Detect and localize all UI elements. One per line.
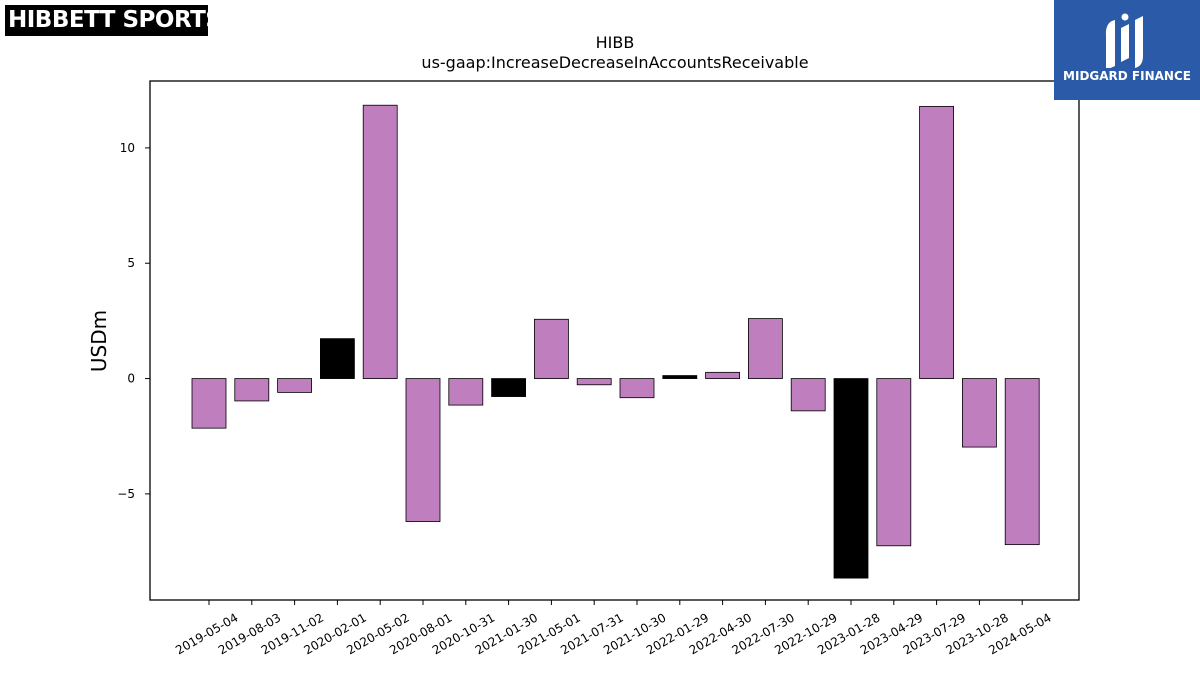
hibbett-sports-logo: HIBBETT SPORTS® — [5, 5, 208, 36]
bar-2019-05-04 — [191, 378, 227, 429]
bar-2020-05-02 — [362, 104, 398, 379]
hibbett-sports-logo-text: HIBBETT SPORTS — [8, 7, 208, 33]
chart-title: HIBB — [596, 33, 635, 52]
bar-2019-08-03 — [234, 378, 270, 402]
midgard-finance-logo-text: MIDGARD FINANCE — [1063, 69, 1191, 83]
bar-2022-01-29 — [662, 375, 698, 379]
bar-2020-08-01 — [405, 378, 441, 522]
y-tick-label: −5 — [117, 487, 135, 501]
y-ticks-group: −5 0 5 10 — [117, 141, 150, 501]
bar-2021-07-31 — [576, 378, 612, 386]
bar-2022-04-30 — [705, 371, 740, 379]
plot-frame — [149, 80, 1080, 601]
y-tick-label: 5 — [127, 256, 135, 270]
chart-subtitle: us-gaap:IncreaseDecreaseInAccountsReceiv… — [421, 53, 808, 72]
bar-2021-10-30 — [619, 378, 655, 399]
bar-2023-07-29 — [919, 105, 954, 379]
y-tick-label: 0 — [127, 372, 135, 386]
bar-2023-04-29 — [876, 378, 912, 547]
bar-2020-10-31 — [448, 378, 484, 406]
bar-2022-07-30 — [748, 318, 783, 379]
bar-2021-05-01 — [534, 318, 569, 379]
bar-2024-05-04 — [1004, 378, 1040, 546]
midgard-finance-logo: MIDGARD FINANCE — [1054, 0, 1200, 100]
bar-2023-10-28 — [962, 378, 997, 448]
midgard-emblem-icon — [1105, 13, 1143, 68]
bar-2019-11-02 — [277, 378, 313, 393]
bar-2021-01-30 — [491, 378, 527, 397]
bar-2020-02-01 — [319, 338, 355, 379]
bars-group — [191, 104, 1040, 579]
bar-2022-10-29 — [790, 378, 826, 412]
y-axis-label: USDm — [87, 310, 111, 372]
y-tick-label: 10 — [120, 141, 135, 155]
x-ticks-group: 2019-05-042019-08-032019-11-022020-02-01… — [173, 600, 1054, 657]
bar-2023-01-28 — [833, 378, 869, 579]
